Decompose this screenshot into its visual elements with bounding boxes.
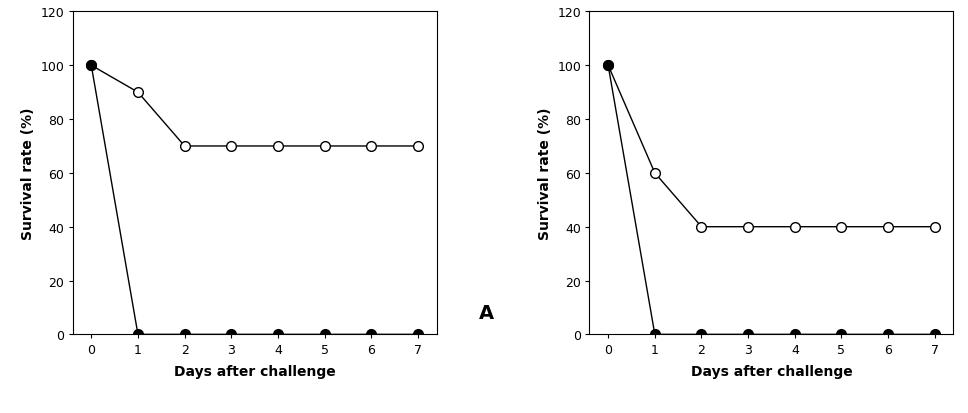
Text: A: A [479, 303, 495, 322]
X-axis label: Days after challenge: Days after challenge [690, 364, 853, 378]
Y-axis label: Survival rate (%): Survival rate (%) [537, 107, 552, 240]
Y-axis label: Survival rate (%): Survival rate (%) [21, 107, 35, 240]
X-axis label: Days after challenge: Days after challenge [173, 364, 336, 378]
